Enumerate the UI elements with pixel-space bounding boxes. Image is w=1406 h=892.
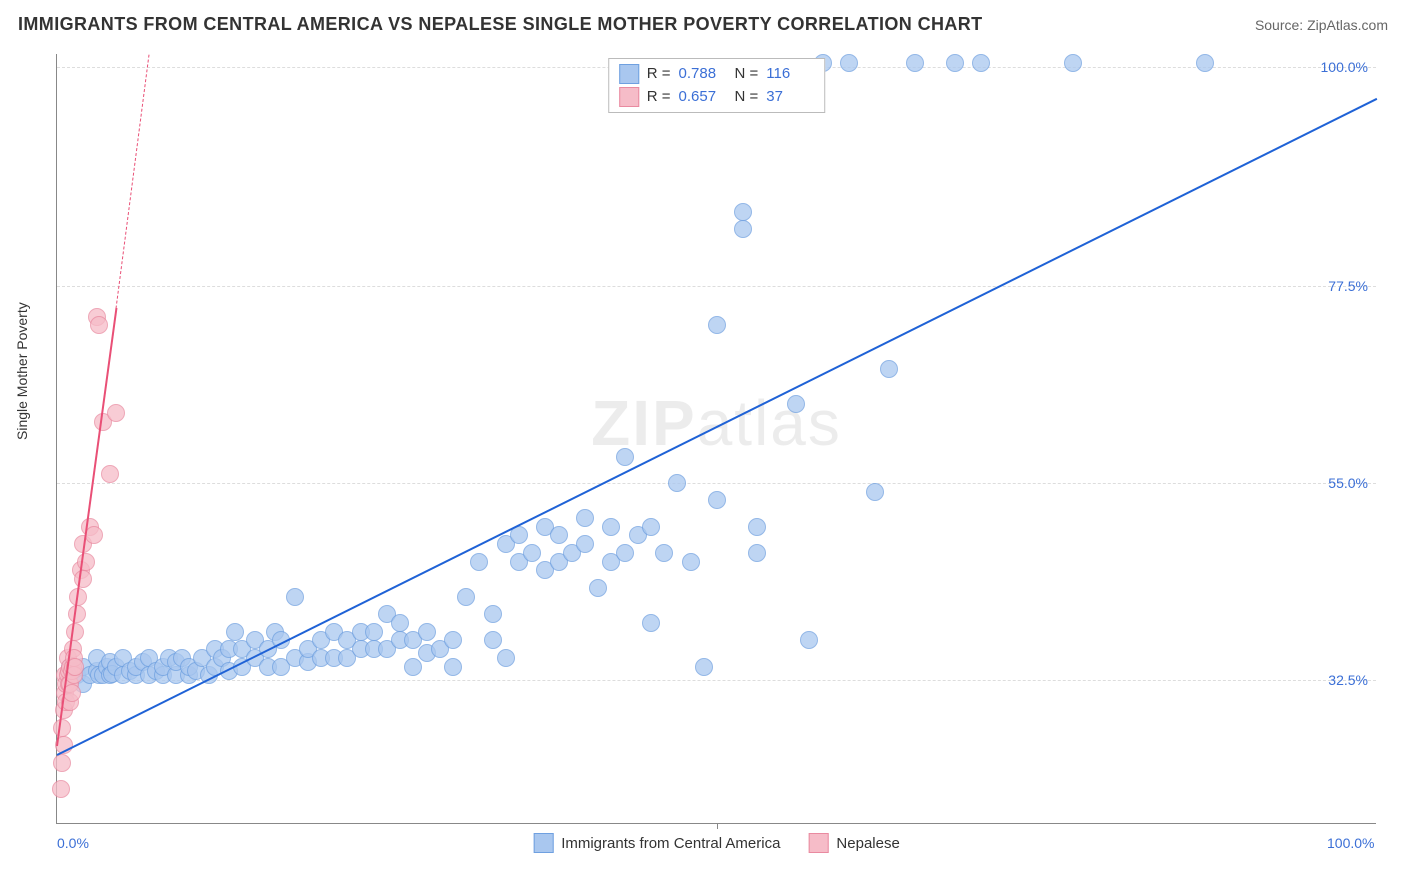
data-point — [52, 780, 70, 798]
data-point — [470, 553, 488, 571]
y-tick-label: 32.5% — [1328, 672, 1368, 688]
data-point — [734, 220, 752, 238]
data-point — [602, 518, 620, 536]
data-point — [1196, 54, 1214, 72]
data-point — [391, 614, 409, 632]
legend-swatch-2 — [619, 87, 639, 107]
data-point — [286, 588, 304, 606]
legend-label-1: Immigrants from Central America — [561, 835, 780, 852]
legend-swatch-bottom-1 — [533, 833, 553, 853]
data-point — [444, 658, 462, 676]
data-point — [523, 544, 541, 562]
data-point — [708, 491, 726, 509]
data-point — [404, 658, 422, 676]
data-point — [668, 474, 686, 492]
data-point — [708, 316, 726, 334]
data-point — [444, 631, 462, 649]
data-point — [101, 465, 119, 483]
trend-line — [57, 98, 1378, 756]
data-point — [66, 623, 84, 641]
y-tick-label: 77.5% — [1328, 278, 1368, 294]
data-point — [497, 649, 515, 667]
r-value-2: 0.657 — [679, 86, 727, 109]
legend-item-1: Immigrants from Central America — [533, 833, 780, 853]
data-point — [85, 526, 103, 544]
legend-stats-row-2: R = 0.657 N = 37 — [619, 86, 815, 109]
legend-stats-row-1: R = 0.788 N = 116 — [619, 63, 815, 86]
data-point — [800, 631, 818, 649]
data-point — [695, 658, 713, 676]
data-point — [946, 54, 964, 72]
data-point — [682, 553, 700, 571]
data-point — [53, 754, 71, 772]
legend-swatch-1 — [619, 64, 639, 84]
x-tick-label: 100.0% — [1327, 835, 1374, 851]
y-tick-label: 55.0% — [1328, 475, 1368, 491]
source-label: Source: ZipAtlas.com — [1255, 17, 1388, 33]
data-point — [972, 54, 990, 72]
data-point — [840, 54, 858, 72]
data-point — [226, 623, 244, 641]
data-point — [748, 518, 766, 536]
gridline — [57, 483, 1376, 484]
legend-swatch-bottom-2 — [808, 833, 828, 853]
gridline — [57, 680, 1376, 681]
data-point — [655, 544, 673, 562]
n-value-1: 116 — [766, 63, 814, 86]
x-tick-label: 0.0% — [57, 835, 89, 851]
y-axis-label: Single Mother Poverty — [14, 302, 30, 440]
data-point — [90, 316, 108, 334]
data-point — [576, 535, 594, 553]
data-point — [576, 509, 594, 527]
data-point — [1064, 54, 1082, 72]
data-point — [365, 623, 383, 641]
data-point — [457, 588, 475, 606]
scatter-plot: ZIPatlas R = 0.788 N = 116 R = 0.657 N =… — [56, 54, 1376, 824]
legend-item-2: Nepalese — [808, 833, 899, 853]
bottom-legend: Immigrants from Central America Nepalese — [533, 833, 900, 853]
trend-line-dashed — [116, 54, 150, 308]
data-point — [880, 360, 898, 378]
chart-title: IMMIGRANTS FROM CENTRAL AMERICA VS NEPAL… — [18, 14, 983, 35]
data-point — [616, 448, 634, 466]
gridline — [57, 286, 1376, 287]
data-point — [642, 614, 660, 632]
data-point — [53, 719, 71, 737]
data-point — [906, 54, 924, 72]
data-point — [734, 203, 752, 221]
data-point — [748, 544, 766, 562]
data-point — [589, 579, 607, 597]
data-point — [484, 631, 502, 649]
data-point — [418, 623, 436, 641]
data-point — [68, 605, 86, 623]
r-value-1: 0.788 — [679, 63, 727, 86]
data-point — [616, 544, 634, 562]
legend-stats-box: R = 0.788 N = 116 R = 0.657 N = 37 — [608, 58, 826, 113]
data-point — [866, 483, 884, 501]
data-point — [787, 395, 805, 413]
data-point — [107, 404, 125, 422]
y-tick-label: 100.0% — [1321, 59, 1368, 75]
x-tick-mark — [717, 823, 718, 829]
legend-label-2: Nepalese — [836, 835, 899, 852]
n-value-2: 37 — [766, 86, 814, 109]
data-point — [484, 605, 502, 623]
data-point — [550, 526, 568, 544]
data-point — [642, 518, 660, 536]
